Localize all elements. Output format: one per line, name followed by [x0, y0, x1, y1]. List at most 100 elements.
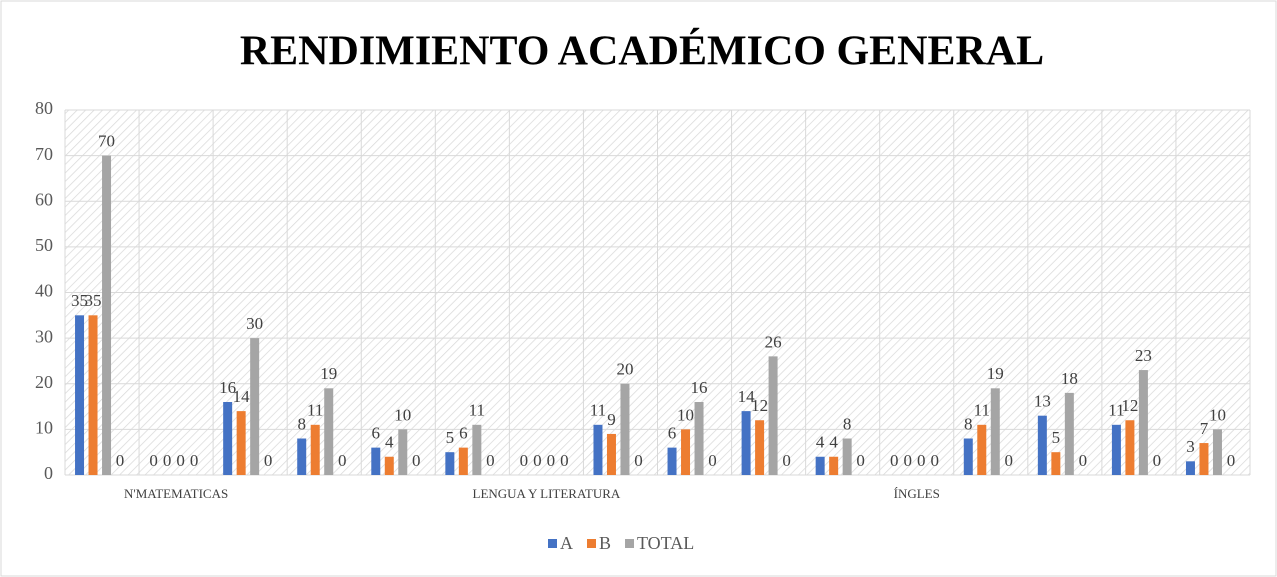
- bar: [1138, 370, 1148, 475]
- data-label: 11: [469, 401, 485, 420]
- bar: [324, 388, 334, 475]
- data-label: 10: [1209, 405, 1226, 424]
- data-label: 0: [149, 451, 158, 470]
- data-label: 0: [1227, 451, 1236, 470]
- data-label: 4: [829, 433, 838, 452]
- data-label: 0: [547, 451, 556, 470]
- bar: [990, 388, 1000, 475]
- data-label: 11: [1108, 401, 1124, 420]
- legend-swatch: [548, 539, 557, 548]
- data-label: 0: [163, 451, 172, 470]
- data-label: 0: [190, 451, 199, 470]
- bar: [371, 447, 381, 475]
- legend-swatch: [587, 539, 596, 548]
- y-tick-label: 40: [35, 281, 53, 301]
- data-label: 4: [385, 433, 394, 452]
- data-label: 0: [486, 451, 495, 470]
- data-label: 0: [782, 451, 791, 470]
- data-label: 70: [98, 132, 115, 151]
- data-label: 8: [297, 414, 306, 433]
- bar: [606, 433, 616, 475]
- data-label: 7: [1200, 419, 1209, 438]
- bar: [815, 456, 825, 475]
- legend-label: A: [560, 533, 573, 553]
- bar: [1064, 392, 1074, 475]
- bar: [593, 424, 603, 475]
- data-label: 16: [219, 378, 236, 397]
- data-label: 3: [1186, 437, 1195, 456]
- bar: [977, 424, 987, 475]
- bar: [667, 447, 677, 475]
- data-label: 11: [974, 401, 990, 420]
- bar: [1199, 443, 1209, 475]
- data-label: 0: [533, 451, 542, 470]
- data-label: 8: [964, 414, 973, 433]
- y-tick-label: 10: [35, 418, 53, 438]
- bar: [310, 424, 320, 475]
- data-label: 0: [890, 451, 899, 470]
- data-label: 18: [1061, 369, 1078, 388]
- legend-label: TOTAL: [637, 533, 694, 553]
- data-label: 23: [1135, 346, 1152, 365]
- data-label: 10: [394, 405, 411, 424]
- data-label: 12: [1121, 396, 1138, 415]
- data-label: 0: [903, 451, 912, 470]
- data-label: 0: [634, 451, 643, 470]
- data-label: 13: [1034, 392, 1051, 411]
- y-tick-label: 0: [44, 463, 53, 483]
- bar: [250, 338, 260, 475]
- bar: [458, 447, 468, 475]
- data-label: 12: [751, 396, 768, 415]
- data-label: 0: [1153, 451, 1162, 470]
- bar: [445, 452, 455, 475]
- bar: [755, 420, 765, 475]
- bar: [398, 429, 408, 475]
- bar: [384, 456, 394, 475]
- data-label: 11: [307, 401, 323, 420]
- data-label: 0: [708, 451, 717, 470]
- data-label: 14: [233, 387, 251, 406]
- data-label: 0: [1079, 451, 1088, 470]
- bar: [88, 315, 98, 475]
- y-tick-label: 30: [35, 326, 53, 346]
- bar: [1111, 424, 1121, 475]
- bar: [1125, 420, 1135, 475]
- legend-label: B: [599, 533, 611, 553]
- data-label: 4: [816, 433, 825, 452]
- bar: [681, 429, 691, 475]
- bar: [297, 438, 307, 475]
- data-label: 0: [856, 451, 865, 470]
- bar: [1037, 415, 1047, 475]
- bar: [620, 383, 630, 475]
- bar: [694, 402, 704, 475]
- data-label: 5: [446, 428, 455, 447]
- y-tick-label: 20: [35, 372, 53, 392]
- bar: [1051, 452, 1061, 475]
- data-label: 8: [843, 414, 852, 433]
- data-label: 6: [668, 424, 677, 443]
- data-label: 19: [987, 364, 1004, 383]
- x-tick-label: ÍNGLES: [894, 486, 940, 501]
- data-label: 0: [338, 451, 347, 470]
- bar: [842, 438, 852, 475]
- data-label: 0: [116, 451, 125, 470]
- data-label: 16: [691, 378, 708, 397]
- data-label: 14: [738, 387, 756, 406]
- y-tick-label: 80: [35, 98, 53, 118]
- legend-swatch: [625, 539, 635, 548]
- data-label: 35: [71, 291, 88, 310]
- y-tick-label: 60: [35, 189, 53, 209]
- bar: [223, 402, 233, 475]
- data-label: 30: [246, 314, 263, 333]
- data-label: 20: [616, 360, 633, 379]
- data-label: 6: [459, 424, 468, 443]
- data-label: 10: [677, 405, 694, 424]
- data-label: 9: [607, 410, 616, 429]
- y-tick-label: 50: [35, 235, 53, 255]
- data-label: 35: [85, 291, 102, 310]
- data-label: 0: [917, 451, 926, 470]
- bar: [1212, 429, 1222, 475]
- bar: [102, 155, 112, 475]
- bar: [963, 438, 973, 475]
